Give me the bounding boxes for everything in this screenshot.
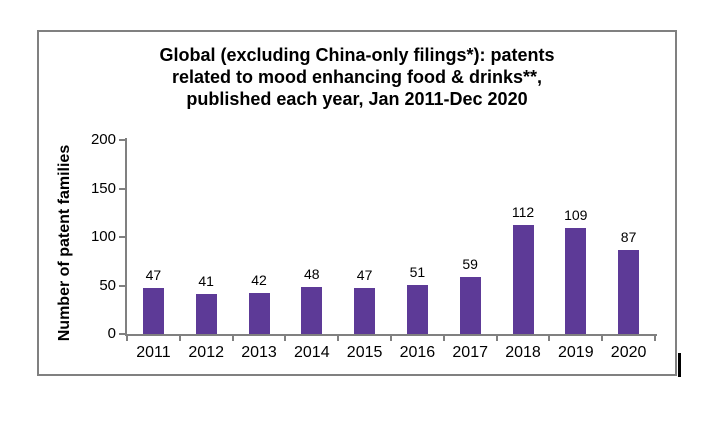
bar-value-label: 59 — [462, 255, 478, 272]
y-tick-mark — [119, 139, 127, 141]
x-category-label: 2013 — [241, 344, 277, 361]
y-tick-label: 0 — [107, 325, 116, 342]
x-category-label: 2018 — [505, 344, 541, 361]
y-tick-mark — [119, 333, 127, 335]
x-tick-mark — [337, 336, 340, 341]
x-category-label: 2014 — [294, 344, 330, 361]
x-tick-mark — [601, 336, 604, 341]
y-tick-mark — [119, 284, 127, 287]
x-tick-mark — [178, 336, 181, 341]
y-tick-mark — [119, 187, 127, 190]
x-tick-mark — [654, 336, 656, 341]
bar-value-label: 48 — [304, 266, 320, 283]
x-category-label: 2019 — [558, 344, 594, 361]
bar-value-label: 87 — [620, 228, 637, 245]
x-tick-mark — [548, 336, 551, 341]
bar-2018 — [512, 225, 534, 334]
bar-2019 — [565, 228, 587, 334]
x-tick-mark — [442, 336, 445, 341]
bar-value-label: 47 — [356, 267, 373, 284]
x-category-label: 2015 — [346, 344, 383, 361]
y-tick-label: 200 — [90, 131, 116, 148]
bar-value-label: 42 — [251, 272, 267, 289]
chart-title: Global (excluding China-only filings*): … — [39, 44, 675, 110]
x-tick-mark — [495, 336, 498, 341]
x-tick-mark — [284, 336, 287, 341]
bar-value-label: 112 — [511, 204, 535, 221]
x-category-label: 2011 — [136, 344, 171, 361]
bar-2015 — [354, 288, 376, 334]
bar-2011 — [142, 288, 164, 334]
x-axis-line — [125, 334, 657, 336]
x-tick-mark — [390, 336, 392, 341]
bar-value-label: 47 — [145, 267, 162, 284]
y-tick-mark — [119, 236, 127, 238]
bar-value-label: 41 — [198, 273, 214, 290]
y-tick-label: 50 — [99, 276, 116, 294]
x-category-label: 2017 — [452, 344, 488, 361]
y-tick-label: 100 — [90, 228, 116, 245]
bar-value-label: 109 — [564, 207, 588, 224]
y-axis-title: Number of patent families — [56, 144, 73, 342]
bar-value-label: 51 — [409, 263, 426, 280]
x-tick-mark — [126, 336, 128, 341]
y-tick-label: 150 — [90, 179, 116, 197]
bar-2014 — [301, 287, 323, 334]
bar-2013 — [248, 293, 270, 334]
chart-title-line-2: related to mood enhancing food & drinks*… — [171, 67, 543, 87]
corner-artifact-mark — [678, 353, 681, 377]
bar-2017 — [459, 276, 481, 334]
x-category-label: 2016 — [399, 344, 436, 361]
x-tick-mark — [231, 336, 234, 341]
chart-title-line-3: published each year, Jan 2011-Dec 2020 — [186, 89, 528, 109]
chart-title-line-1: Global (excluding China-only filings*): … — [159, 45, 555, 65]
x-category-label: 2012 — [188, 344, 224, 361]
bar-2012 — [195, 294, 217, 334]
bar-2016 — [406, 284, 428, 334]
x-category-label: 2020 — [610, 344, 647, 361]
bar-2020 — [618, 249, 640, 334]
